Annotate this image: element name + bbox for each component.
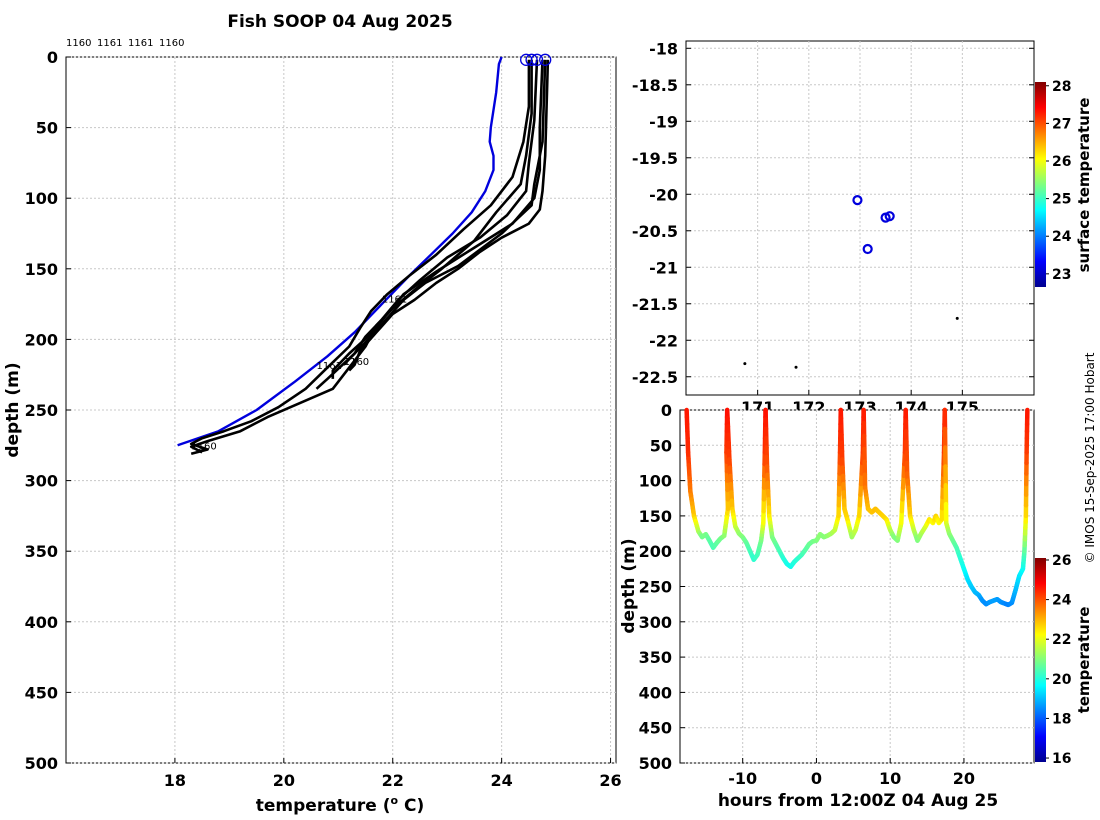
coast-point	[794, 365, 798, 369]
timeseries-ytick-label: 200	[639, 542, 672, 561]
profile-xtick-label: 18	[164, 771, 186, 790]
map-ytick-label: -22.5	[632, 368, 678, 387]
profile-ytick-label: 100	[25, 189, 58, 208]
profile-ytick-label: 150	[25, 260, 58, 279]
cast-line	[331, 59, 544, 379]
temperature-colorbar-tick-label: 22	[1052, 632, 1071, 648]
cast-id-label: 1160	[159, 38, 184, 49]
profile-title: Fish SOOP 04 Aug 2025	[227, 12, 452, 32]
temperature-colorbar-tick-label: 26	[1052, 553, 1071, 569]
profile-ytick-label: 300	[25, 472, 58, 491]
timeseries-xtick-label: 10	[879, 769, 901, 788]
surface-colorbar-tick-label: 24	[1052, 229, 1072, 245]
coast-point	[743, 362, 747, 366]
timeseries-ytick-label: 100	[639, 472, 672, 491]
coast-point	[955, 316, 959, 320]
cast-annotation: 1160	[344, 357, 369, 368]
imos-credit: © IMOS 15-Sep-2025 17:00 Hobart	[1083, 352, 1097, 563]
map-panel: -18 -18.5 -19 -19.5 -20 -20.5 -21 -21.5 -22 -22.5…	[632, 39, 1093, 417]
timeseries-ytick-label: 500	[639, 754, 672, 773]
timeseries-ytick-label: 0	[661, 401, 672, 420]
surface-colorbar-tick-label: 27	[1052, 116, 1071, 132]
timeseries-ytick-label: 450	[639, 719, 672, 738]
profile-ytick-label: 450	[25, 683, 58, 702]
timeseries-ytick-label: 150	[639, 507, 672, 526]
temperature-colorbar	[1035, 558, 1046, 762]
surface-colorbar	[1035, 82, 1046, 287]
surface-marker	[530, 53, 544, 66]
profile-ytick-label: 400	[25, 613, 58, 632]
timeseries-xtick-label: -10	[728, 769, 757, 788]
profile-ytick-label: 200	[25, 330, 58, 349]
station-marker	[884, 211, 895, 222]
map-ytick-label: -21.5	[632, 295, 678, 314]
cast-annotation: 1161	[316, 361, 341, 372]
cast-line	[342, 59, 547, 366]
timeseries-xlabel: hours from 12:00Z 04 Aug 25	[718, 791, 998, 811]
map-ytick-label: -19.5	[632, 149, 678, 168]
map-ytick-label: -18.5	[632, 76, 678, 95]
map-ytick-label: -20.5	[632, 222, 678, 241]
profile-xtick-label: 22	[382, 771, 404, 790]
cast-line	[348, 59, 550, 372]
surface-marker	[539, 53, 552, 66]
profile-xtick-label: 26	[599, 771, 621, 790]
profile-plot-frame	[65, 56, 617, 764]
timeseries-ytick-label: 400	[639, 683, 672, 702]
cast-annotation: 1161	[382, 295, 407, 306]
profile-panel: 18 20 22 24 26 0 50 100 150 200 250 300 350 400 450 500…	[3, 12, 622, 816]
profile-xlabel: temperature (o C)	[256, 794, 425, 816]
timeseries-ytick-label: 50	[650, 436, 672, 455]
timeseries-ytick-label: 250	[639, 578, 672, 597]
map-ytick-label: -21	[649, 258, 678, 277]
map-ytick-label: -19	[649, 112, 678, 131]
timeseries-ytick-label: 350	[639, 648, 672, 667]
map-ytick-label: -20	[649, 185, 678, 204]
timeseries-xtick-label: 20	[953, 769, 975, 788]
cast-line	[189, 59, 531, 456]
map-ytick-label: -22	[649, 331, 678, 350]
surface-colorbar-tick-label: 23	[1052, 267, 1071, 283]
temperature-colorbar-tick-label: 24	[1052, 593, 1072, 609]
surface-colorbar-label: surface temperature	[1075, 98, 1093, 273]
cast-annotation: 1160	[191, 442, 216, 453]
climatology-line	[177, 56, 503, 447]
temperature-colorbar-tick-label: 20	[1052, 672, 1072, 688]
profile-ytick-label: 250	[25, 401, 58, 420]
timeseries-xtick-label: 0	[811, 769, 822, 788]
surface-colorbar-tick-label: 28	[1052, 79, 1071, 95]
profile-ytick-label: 500	[25, 754, 58, 773]
timeseries-ytick-label: 300	[639, 613, 672, 632]
cast-id-label: 1160	[66, 38, 91, 49]
surface-marker	[525, 53, 538, 66]
temperature-colorbar-label: temperature	[1075, 607, 1093, 714]
timeseries-ylabel: depth (m)	[619, 538, 639, 633]
cast-id-label: 1161	[97, 38, 122, 49]
profile-xtick-label: 20	[273, 771, 295, 790]
cast-id-label: 1161	[128, 38, 153, 49]
profile-ytick-label: 50	[36, 119, 58, 138]
station-marker	[852, 195, 863, 206]
station-marker	[862, 243, 873, 255]
surface-colorbar-tick-label: 26	[1052, 154, 1071, 170]
profile-ytick-label: 0	[47, 48, 58, 67]
temperature-colorbar-tick-label: 16	[1052, 751, 1071, 767]
surface-colorbar-tick-label: 25	[1052, 192, 1071, 208]
temperature-colorbar-tick-label: 18	[1052, 711, 1071, 727]
profile-xtick-label: 24	[491, 771, 513, 790]
map-ytick-label: -18	[649, 39, 678, 58]
profile-ylabel: depth (m)	[3, 362, 23, 457]
profile-ytick-label: 350	[25, 542, 58, 561]
